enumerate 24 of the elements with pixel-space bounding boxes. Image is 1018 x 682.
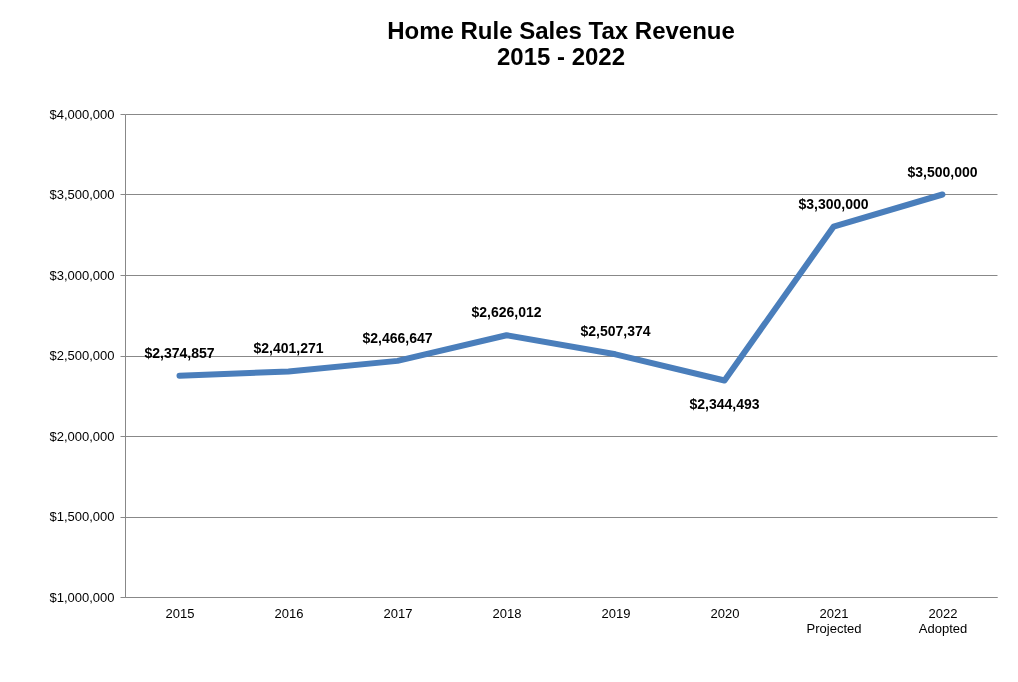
y-tick-label: $1,000,000 (49, 589, 115, 605)
data-label: $2,344,493 (689, 395, 760, 412)
data-label: $2,401,271 (253, 340, 324, 357)
data-label: $3,500,000 (907, 163, 978, 180)
y-tick-label: $4,000,000 (49, 106, 115, 122)
data-label: $2,507,374 (580, 323, 651, 340)
x-tick-label: 2021 Projected (806, 605, 862, 636)
x-tick-label: 2022 Adopted (918, 605, 968, 636)
x-tick-label: 2019 (601, 605, 631, 621)
data-label: $2,466,647 (362, 329, 433, 346)
y-tick-label: $2,500,000 (49, 348, 115, 363)
y-tick-label: $1,500,000 (49, 509, 115, 524)
y-tick-label: $3,500,000 (49, 187, 115, 202)
x-tick-label: 2015 (165, 605, 195, 621)
y-tick-label: $2,000,000 (49, 428, 115, 444)
data-label: $2,626,012 (471, 304, 542, 321)
x-tick-label: 2020 (710, 605, 740, 621)
chart-title: Home Rule Sales Tax Revenue 2015 - 2022 (387, 17, 735, 70)
y-tick-label: $3,000,000 (49, 267, 115, 283)
x-tick-label: 2016 (274, 605, 304, 621)
x-tick-label: 2018 (492, 605, 522, 621)
data-label: $2,374,857 (144, 344, 215, 361)
x-tick-label: 2017 (383, 605, 413, 621)
data-label: $3,300,000 (798, 195, 869, 212)
